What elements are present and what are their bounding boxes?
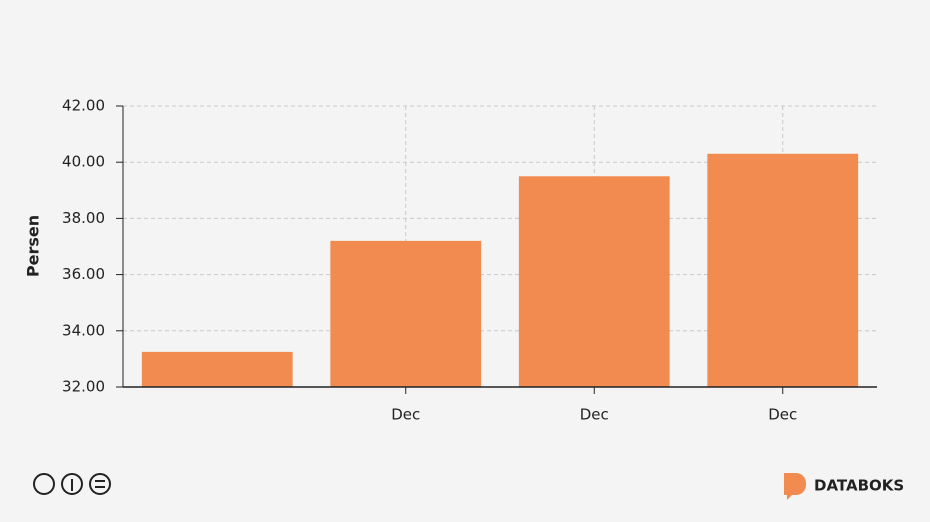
y-tick-label: 42.00: [62, 97, 105, 115]
logo-icon: [784, 473, 806, 500]
license-icons: [33, 473, 111, 495]
y-tick-label: 40.00: [62, 153, 105, 171]
x-tick-label: Dec: [580, 406, 609, 424]
y-tick-label: 36.00: [62, 265, 105, 283]
y-tick-label: 38.00: [62, 209, 105, 227]
y-tick-label: 32.00: [62, 378, 105, 396]
bar: [518, 176, 670, 387]
bar: [141, 351, 293, 387]
brand-name: DATABOKS: [814, 477, 904, 495]
bar: [330, 240, 482, 387]
x-tick-label: Dec: [768, 406, 797, 424]
x-tick-label: Dec: [391, 406, 420, 424]
bar: [707, 153, 859, 387]
y-tick-label: 34.00: [62, 321, 105, 339]
y-axis-label: Persen: [24, 215, 43, 277]
